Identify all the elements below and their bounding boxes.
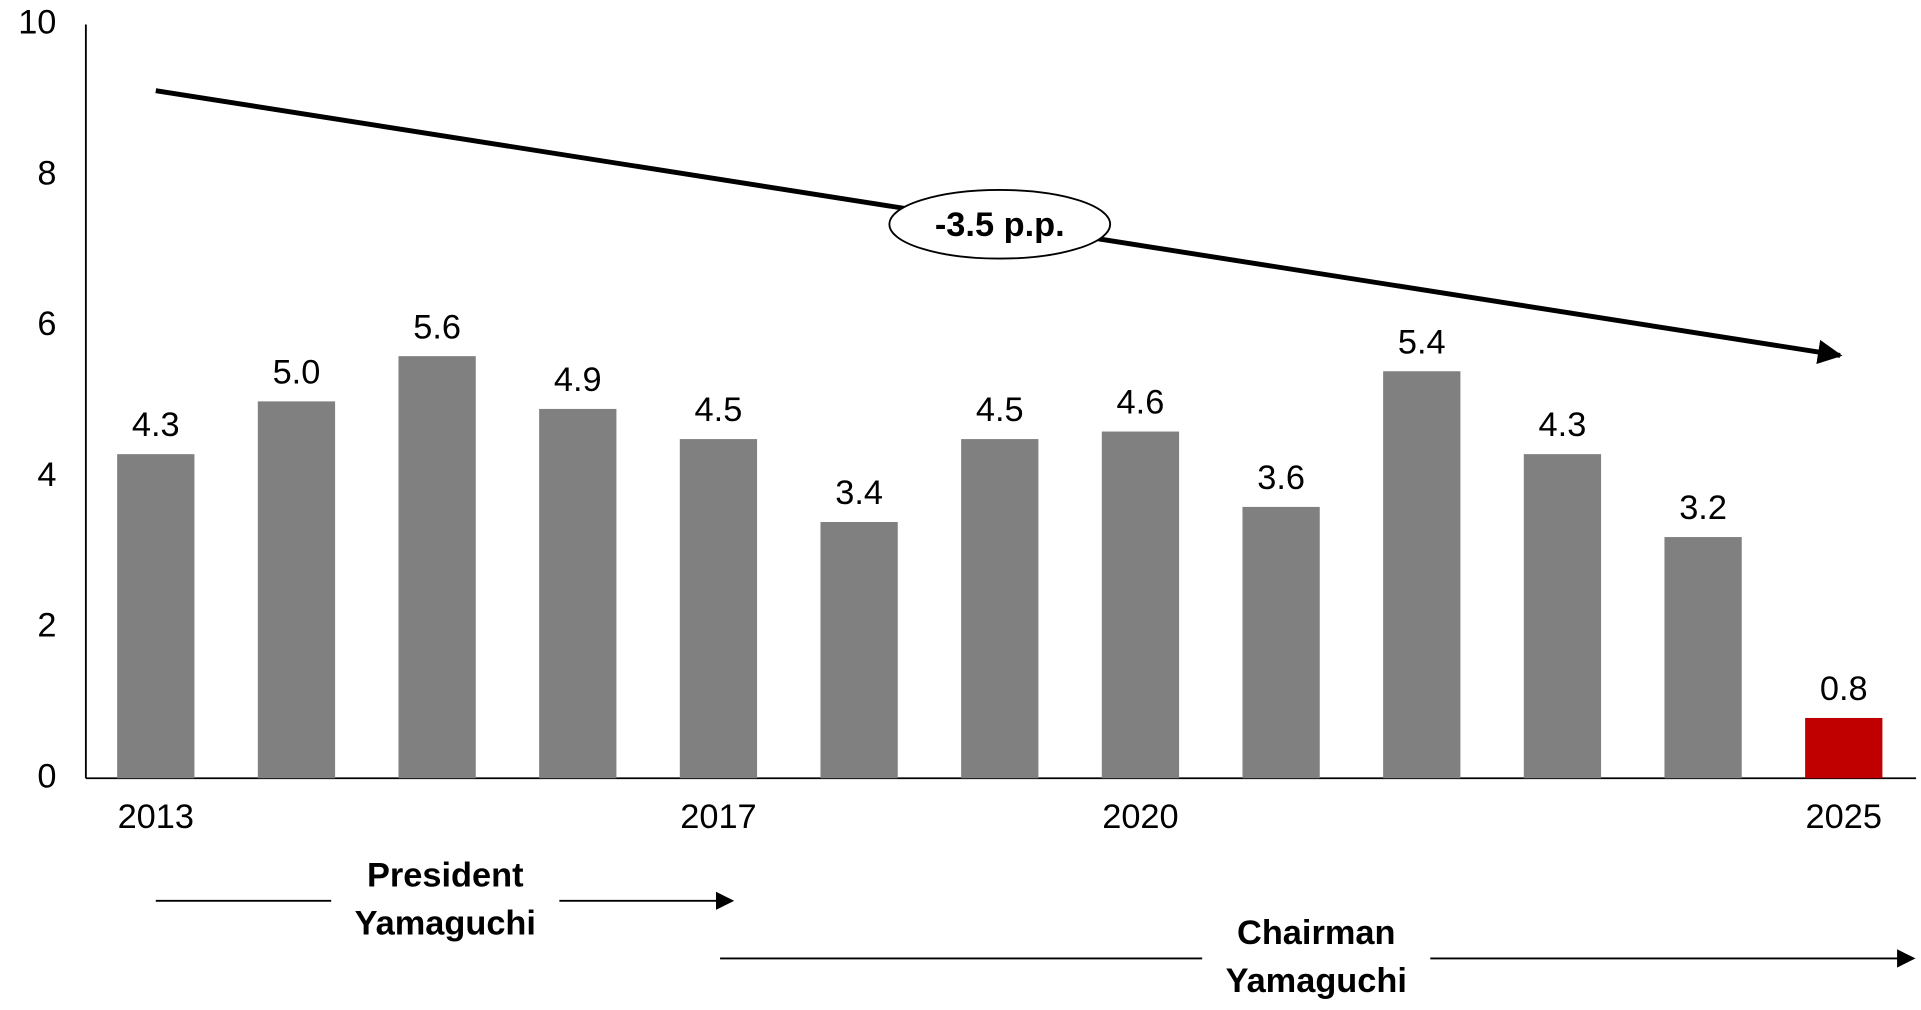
tenure-label: Yamaguchi — [1226, 962, 1407, 1000]
bar — [257, 401, 336, 779]
x-tick-label: 2020 — [1102, 798, 1178, 836]
bar — [679, 439, 758, 779]
value-label: 0.8 — [1820, 670, 1868, 708]
x-tick-label: 2017 — [680, 798, 756, 836]
bar — [117, 454, 195, 779]
tenure-label: President — [367, 857, 524, 895]
x-tick-label: 2025 — [1806, 798, 1882, 836]
tenure-label: Yamaguchi — [355, 904, 536, 942]
value-label: 4.5 — [695, 391, 743, 429]
bar — [1664, 537, 1742, 779]
value-label: 4.5 — [976, 391, 1024, 429]
y-tick-label: 4 — [37, 456, 56, 494]
bar — [1101, 431, 1180, 779]
y-tick-label: 6 — [37, 305, 56, 343]
y-tick-label: 2 — [37, 607, 56, 645]
y-tick-label: 8 — [37, 154, 56, 192]
value-label: 4.6 — [1117, 384, 1165, 422]
value-label: 3.2 — [1679, 489, 1727, 527]
value-label: 5.0 — [273, 353, 321, 391]
y-tick-label: 0 — [37, 757, 56, 795]
value-label: 3.4 — [835, 474, 883, 512]
bar — [961, 439, 1039, 779]
value-label: 3.6 — [1257, 459, 1305, 497]
x-tick-label: 2013 — [118, 798, 194, 836]
bar — [1242, 506, 1320, 779]
value-label: 4.3 — [132, 406, 180, 444]
bar — [820, 521, 898, 779]
tenure-label: Chairman — [1237, 914, 1395, 952]
bar — [398, 356, 476, 779]
value-label: 4.3 — [1539, 406, 1587, 444]
bar — [539, 408, 617, 779]
bar — [1383, 371, 1461, 779]
value-label: 4.9 — [554, 361, 602, 399]
y-tick-label: 10 — [18, 4, 56, 42]
value-label: 5.4 — [1398, 323, 1446, 361]
trend-label: -3.5 p.p. — [935, 206, 1065, 244]
value-label: 5.6 — [413, 308, 461, 346]
bar — [1523, 454, 1602, 779]
bar — [1805, 717, 1883, 779]
trend-callout — [888, 189, 1112, 260]
